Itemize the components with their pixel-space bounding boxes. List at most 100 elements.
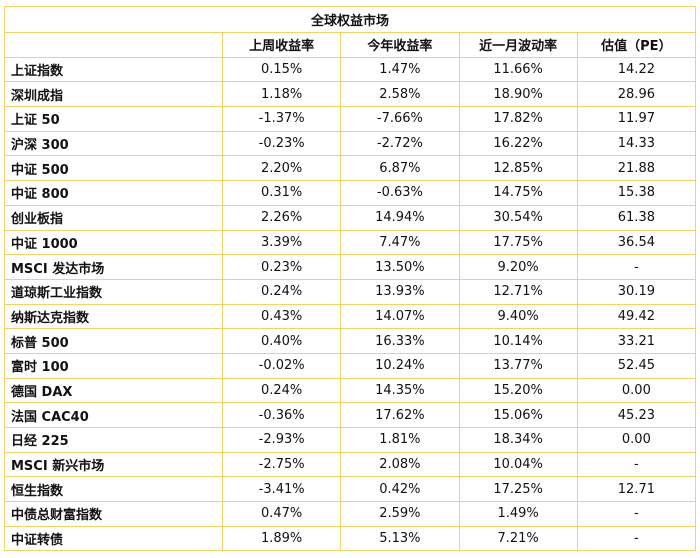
cell: 3.39% bbox=[221, 229, 342, 256]
cell: 14.75% bbox=[458, 180, 578, 206]
cell: -0.02% bbox=[221, 352, 342, 379]
cell: 16.22% bbox=[458, 130, 578, 157]
cell: 10.24% bbox=[340, 352, 460, 379]
cell: 9.40% bbox=[458, 303, 578, 330]
row-name: 道琼斯工业指数 bbox=[4, 278, 223, 305]
cell: 0.24% bbox=[221, 278, 342, 305]
table-row: 中证转债 1.89% 5.13% 7.21% - bbox=[4, 525, 697, 552]
cell: 21.88 bbox=[576, 155, 697, 182]
cell: 30.19 bbox=[576, 278, 697, 305]
cell: 11.97 bbox=[576, 106, 697, 132]
cell: -1.37% bbox=[221, 106, 342, 132]
cell: 30.54% bbox=[458, 204, 578, 231]
table-row: 德国 DAX 0.24% 14.35% 15.20% 0.00 bbox=[4, 377, 697, 404]
cell: 14.94% bbox=[340, 204, 460, 231]
cell: 15.38 bbox=[576, 180, 697, 206]
cell: 17.25% bbox=[458, 476, 578, 503]
cell: 0.31% bbox=[221, 180, 342, 206]
cell: -2.93% bbox=[221, 427, 342, 453]
row-name: 中证 1000 bbox=[4, 229, 223, 256]
table-row: 沪深 300 -0.23% -2.72% 16.22% 14.33 bbox=[4, 130, 697, 157]
cell: 28.96 bbox=[576, 81, 697, 108]
cell: 13.77% bbox=[458, 352, 578, 379]
cell: 2.59% bbox=[340, 501, 460, 527]
cell: 12.85% bbox=[458, 155, 578, 182]
cell: 14.22 bbox=[576, 56, 697, 83]
cell: 2.58% bbox=[340, 81, 460, 108]
title-row: 全球权益市场 bbox=[4, 6, 696, 33]
table-row: 上证指数 0.15% 1.47% 11.66% 14.22 bbox=[4, 56, 697, 83]
cell: 61.38 bbox=[576, 204, 697, 231]
table-row: 富时 100 -0.02% 10.24% 13.77% 52.45 bbox=[4, 352, 697, 379]
table-row: 日经 225 -2.93% 1.81% 18.34% 0.00 bbox=[4, 427, 697, 453]
cell: 5.13% bbox=[340, 525, 460, 552]
row-name: 标普 500 bbox=[4, 328, 223, 354]
row-name: 创业板指 bbox=[4, 204, 223, 231]
column-header: 今年收益率 bbox=[340, 32, 460, 58]
cell: 14.07% bbox=[340, 303, 460, 330]
row-name: 深圳成指 bbox=[4, 81, 223, 108]
cell: -7.66% bbox=[340, 106, 460, 132]
table-row: 中证 800 0.31% -0.63% 14.75% 15.38 bbox=[4, 180, 697, 206]
row-name: MSCI 发达市场 bbox=[4, 254, 223, 280]
cell: 2.20% bbox=[221, 155, 342, 182]
cell: 36.54 bbox=[576, 229, 697, 256]
cell: 49.42 bbox=[576, 303, 697, 330]
row-name: MSCI 新兴市场 bbox=[4, 451, 223, 478]
corner-cell bbox=[4, 32, 223, 58]
cell: 1.89% bbox=[221, 525, 342, 552]
column-header: 估值（PE） bbox=[576, 32, 697, 58]
market-table: 全球权益市场 上周收益率 今年收益率 近一月波动率 估值（PE） 上证指数 0.15% 1… bbox=[4, 6, 697, 552]
row-name: 中证 800 bbox=[4, 180, 223, 206]
row-name: 上证指数 bbox=[4, 56, 223, 83]
row-name: 富时 100 bbox=[4, 352, 223, 379]
table-row: 标普 500 0.40% 16.33% 10.14% 33.21 bbox=[4, 328, 697, 354]
cell: 6.87% bbox=[340, 155, 460, 182]
cell: -2.75% bbox=[221, 451, 342, 478]
cell: 11.66% bbox=[458, 56, 578, 83]
cell: 10.04% bbox=[458, 451, 578, 478]
table-row: 恒生指数 -3.41% 0.42% 17.25% 12.71 bbox=[4, 476, 697, 503]
cell: 13.50% bbox=[340, 254, 460, 280]
table-row: MSCI 新兴市场 -2.75% 2.08% 10.04% - bbox=[4, 451, 697, 478]
row-name: 德国 DAX bbox=[4, 377, 223, 404]
cell: 0.42% bbox=[340, 476, 460, 503]
cell: 14.35% bbox=[340, 377, 460, 404]
cell: 0.43% bbox=[221, 303, 342, 330]
table-row: 中证 500 2.20% 6.87% 12.85% 21.88 bbox=[4, 155, 697, 182]
cell: 0.00 bbox=[576, 427, 697, 453]
table-row: 创业板指 2.26% 14.94% 30.54% 61.38 bbox=[4, 204, 697, 231]
row-name: 法国 CAC40 bbox=[4, 402, 223, 428]
cell: 18.90% bbox=[458, 81, 578, 108]
cell: 0.40% bbox=[221, 328, 342, 354]
cell: 18.34% bbox=[458, 427, 578, 453]
cell: 17.75% bbox=[458, 229, 578, 256]
row-name: 日经 225 bbox=[4, 427, 223, 453]
cell: -3.41% bbox=[221, 476, 342, 503]
cell: - bbox=[576, 451, 697, 478]
cell: 15.06% bbox=[458, 402, 578, 428]
cell: 12.71% bbox=[458, 278, 578, 305]
cell: 2.26% bbox=[221, 204, 342, 231]
cell: - bbox=[576, 525, 697, 552]
cell: 1.49% bbox=[458, 501, 578, 527]
cell: 0.47% bbox=[221, 501, 342, 527]
table-row: 中证 1000 3.39% 7.47% 17.75% 36.54 bbox=[4, 229, 697, 256]
cell: 0.24% bbox=[221, 377, 342, 404]
row-name: 上证 50 bbox=[4, 106, 223, 132]
cell: 17.82% bbox=[458, 106, 578, 132]
cell: -0.23% bbox=[221, 130, 342, 157]
cell: 33.21 bbox=[576, 328, 697, 354]
cell: 7.21% bbox=[458, 525, 578, 552]
table-row: 中债总财富指数 0.47% 2.59% 1.49% - bbox=[4, 501, 697, 527]
row-name: 中证 500 bbox=[4, 155, 223, 182]
cell: 16.33% bbox=[340, 328, 460, 354]
cell: 15.20% bbox=[458, 377, 578, 404]
table-row: 上证 50 -1.37% -7.66% 17.82% 11.97 bbox=[4, 106, 697, 132]
cell: 45.23 bbox=[576, 402, 697, 428]
header-row: 上周收益率 今年收益率 近一月波动率 估值（PE） bbox=[4, 32, 697, 58]
row-name: 中债总财富指数 bbox=[4, 501, 223, 527]
row-name: 沪深 300 bbox=[4, 130, 223, 157]
table-row: 道琼斯工业指数 0.24% 13.93% 12.71% 30.19 bbox=[4, 278, 697, 305]
